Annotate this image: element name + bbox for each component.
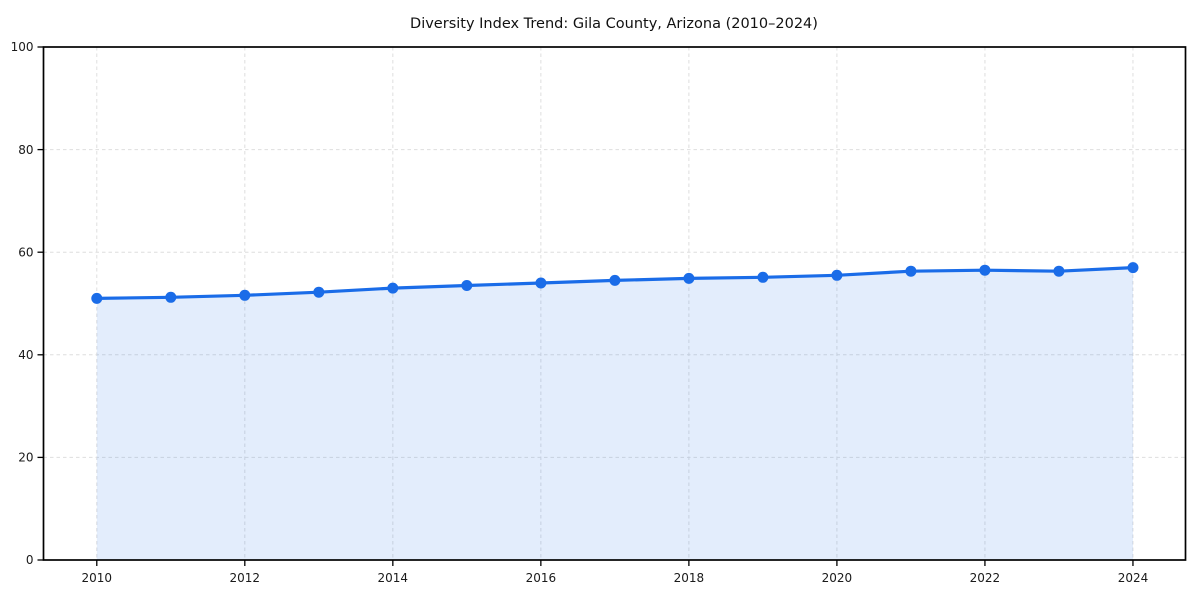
data-point-marker (461, 280, 473, 291)
x-tick-label: 2012 (230, 571, 261, 585)
x-tick-label: 2020 (822, 571, 853, 585)
data-point-marker (979, 264, 991, 276)
x-tick-label: 2016 (526, 571, 557, 585)
data-point-marker (831, 269, 843, 281)
data-point-marker (535, 277, 547, 289)
data-point-marker (1127, 262, 1139, 274)
plot-border (42, 46, 1187, 561)
data-point-marker (165, 291, 177, 303)
y-tick-label: 60 (18, 245, 33, 259)
data-point-marker (387, 282, 399, 294)
data-point-marker (683, 272, 695, 284)
x-tick-label: 2010 (82, 571, 113, 585)
data-point-marker (313, 286, 325, 298)
data-point-marker (1053, 265, 1065, 277)
data-point-marker (91, 292, 103, 304)
y-tick-label: 20 (18, 451, 33, 465)
y-tick-label: 0 (26, 553, 34, 567)
chart-title: Diversity Index Trend: Gila County, Ariz… (410, 16, 818, 32)
series-area (96, 267, 1133, 560)
x-tick-label: 2024 (1118, 571, 1149, 585)
plot-area: 2010 2012 2014 2016 2018 2020 2022 2024 0 20 40 60 8… (11, 40, 1187, 585)
y-tick-label: 80 (18, 143, 33, 157)
data-point-marker (757, 271, 769, 283)
x-tick-label: 2022 (970, 571, 1001, 585)
x-tick-label: 2014 (378, 571, 409, 585)
y-tick-label: 40 (18, 348, 33, 362)
data-point-marker (609, 274, 621, 286)
y-tick-label: 100 (11, 40, 34, 54)
x-tick-label: 2018 (674, 571, 705, 585)
data-point-marker (239, 289, 251, 301)
data-point-marker (905, 265, 917, 277)
